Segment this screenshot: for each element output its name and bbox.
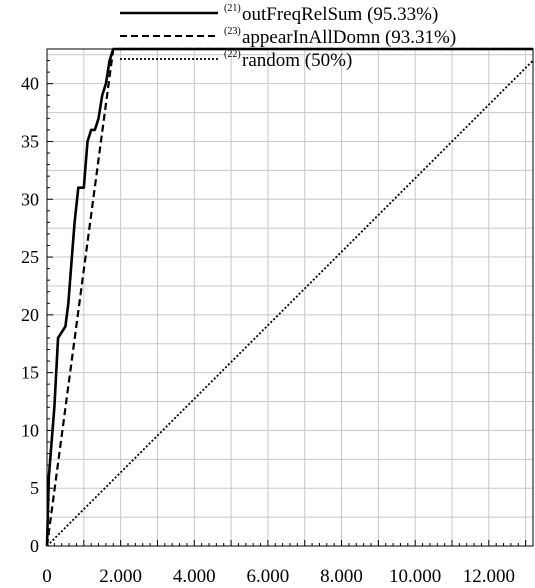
y-tick-label: 35 [21,131,39,151]
legend-label: random (50%) [242,50,352,71]
grid [47,49,533,546]
x-tick-label: 10.000 [389,566,441,587]
legend-label: appearInAllDomn (93.31%) [242,27,456,48]
x-tick-label: 6.000 [247,566,290,587]
legend: (21) outFreqRelSum (95.33%)(23) appearInAl… [120,3,456,71]
x-tick-label: 12.000 [463,566,515,587]
y-tick-label: 5 [30,478,39,498]
legend-label: outFreqRelSum (95.33%) [242,4,438,25]
y-tick-label: 40 [21,74,39,94]
y-tick-label: 10 [21,420,39,440]
x-tick-label: 4.000 [173,566,216,587]
x-tick-label: 0 [42,566,52,587]
series-line-dashed [45,47,533,547]
y-tick-label: 25 [21,247,39,267]
plot-frame [46,48,534,547]
y-tick-label: 30 [21,189,39,209]
tick-labels: 0 5 10 15 20 25 30 35 40 0 2.000 4.000 6.000 8.000 10.… [21,74,515,587]
x-tick-label: 2.000 [99,566,142,587]
legend-ref: (23) [224,26,241,37]
y-tick-label: 20 [21,305,39,325]
series-line-dotted [46,59,534,547]
y-tick-label: 0 [30,536,39,556]
x-tick-label: 8.000 [320,566,363,587]
axes [46,48,534,547]
legend-ref: (22) [224,49,241,60]
y-tick-label: 15 [21,363,39,383]
series-line-solid [45,47,533,547]
series-lines [45,47,534,547]
legend-ref: (21) [224,3,241,14]
